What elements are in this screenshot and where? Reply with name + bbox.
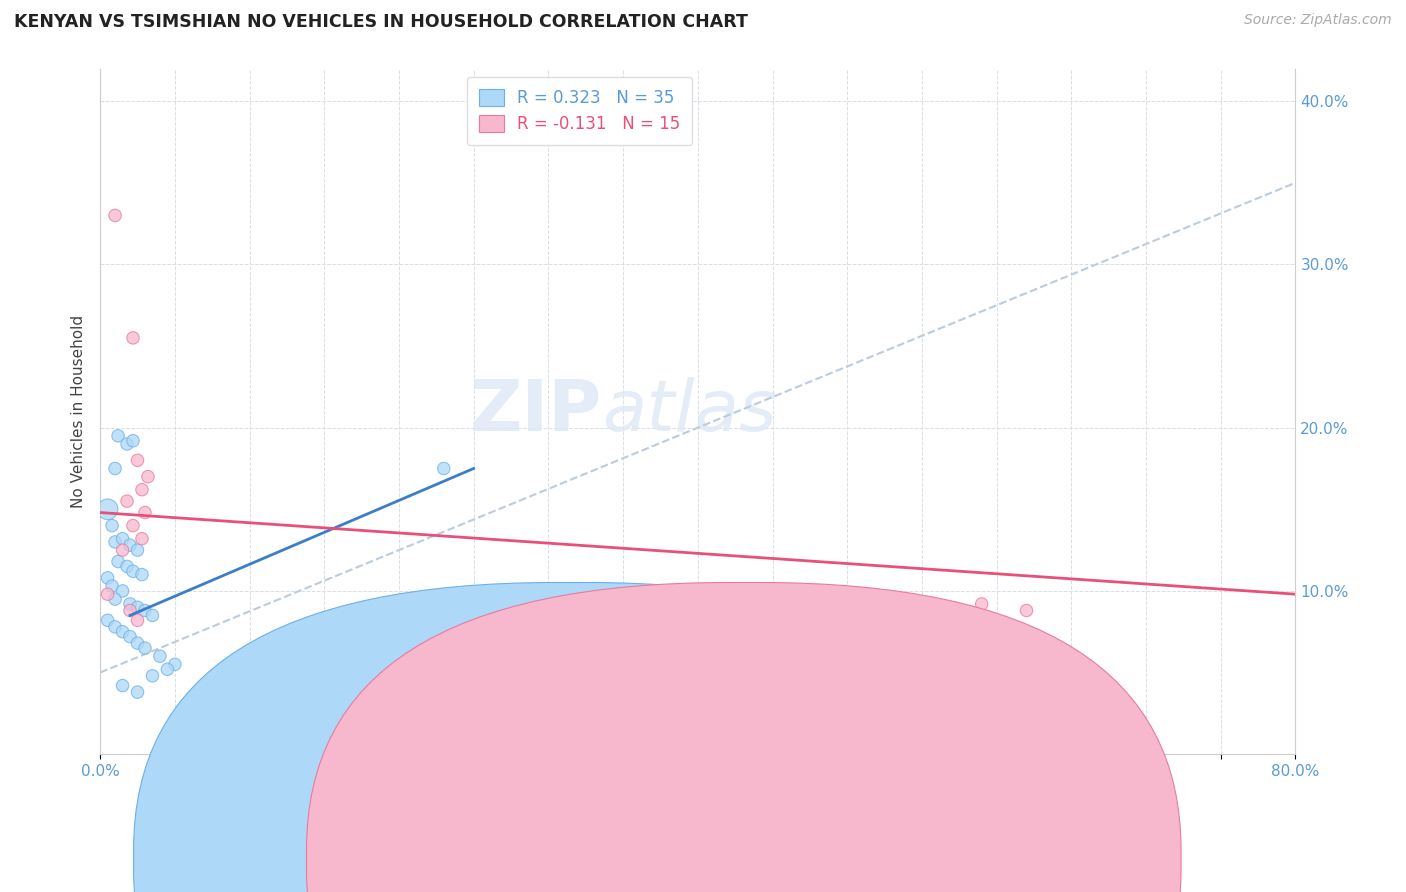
Point: [118, 538, 141, 552]
Point: [118, 603, 141, 617]
Point: [104, 535, 127, 549]
Point: [104, 461, 127, 475]
Point: [111, 532, 134, 546]
Point: [101, 579, 124, 593]
Point: [115, 494, 138, 508]
Point: [131, 567, 153, 582]
Point: [970, 597, 993, 611]
Point: [127, 543, 149, 558]
Point: [127, 636, 149, 650]
Point: [104, 592, 127, 607]
Point: [134, 506, 156, 520]
Point: [111, 679, 134, 693]
Point: [111, 543, 134, 558]
Point: [127, 685, 149, 699]
Point: [97, 587, 120, 601]
Point: [104, 209, 127, 223]
Point: [118, 597, 141, 611]
Point: [97, 502, 120, 516]
Point: [115, 559, 138, 574]
Point: [122, 518, 145, 533]
Point: [127, 453, 149, 467]
Text: atlas: atlas: [602, 376, 776, 446]
Point: [131, 483, 153, 497]
Point: [127, 613, 149, 627]
Point: [104, 620, 127, 634]
Point: [111, 583, 134, 598]
Point: [136, 469, 159, 483]
Text: KENYAN VS TSIMSHIAN NO VEHICLES IN HOUSEHOLD CORRELATION CHART: KENYAN VS TSIMSHIAN NO VEHICLES IN HOUSE…: [14, 13, 748, 31]
Legend: R = 0.323   N = 35, R = -0.131   N = 15: R = 0.323 N = 35, R = -0.131 N = 15: [467, 77, 692, 145]
Point: [122, 434, 145, 448]
Text: ZIP: ZIP: [470, 376, 602, 446]
Text: Kenyans: Kenyans: [614, 808, 679, 823]
Point: [101, 518, 124, 533]
Point: [97, 613, 120, 627]
Point: [1015, 603, 1038, 617]
Point: [156, 662, 179, 676]
Point: [122, 564, 145, 578]
Point: [122, 331, 145, 345]
Point: [111, 624, 134, 639]
Point: [115, 437, 138, 451]
Point: [107, 429, 129, 443]
Point: [134, 641, 156, 656]
Point: [97, 571, 120, 585]
Point: [107, 555, 129, 569]
Point: [141, 669, 163, 683]
Point: [118, 630, 141, 644]
Point: [134, 603, 156, 617]
Point: [127, 600, 149, 615]
Point: [149, 649, 172, 664]
Point: [433, 461, 456, 475]
Point: [131, 532, 153, 546]
Point: [141, 608, 163, 623]
Text: Source: ZipAtlas.com: Source: ZipAtlas.com: [1244, 13, 1392, 28]
Point: [163, 657, 186, 672]
Y-axis label: No Vehicles in Household: No Vehicles in Household: [72, 315, 86, 508]
Text: Tsimshian: Tsimshian: [758, 808, 832, 823]
